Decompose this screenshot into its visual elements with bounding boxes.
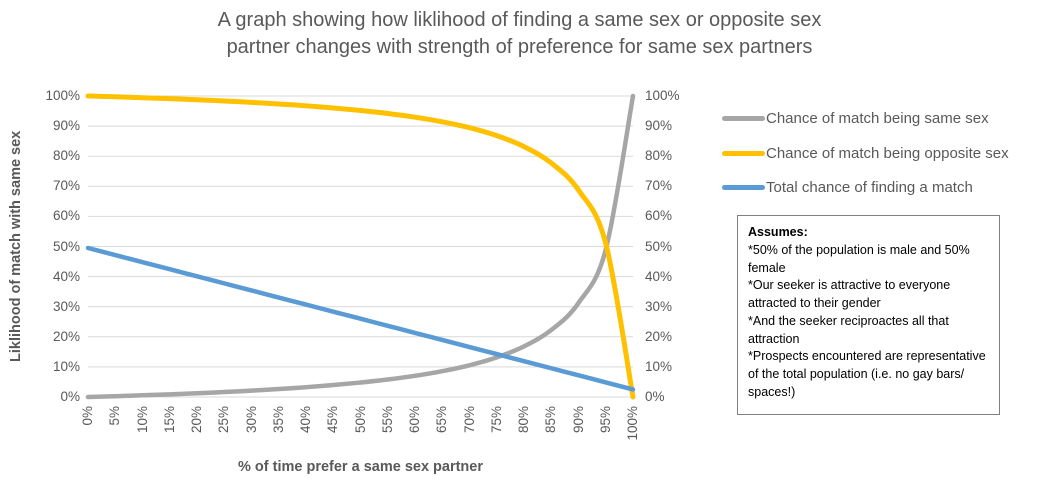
assumptions-box: Assumes: *50% of the population is male …: [737, 215, 1000, 415]
x-tick-label: 0%: [80, 406, 95, 426]
x-tick-label: 85%: [543, 406, 559, 434]
y-tick-label-left: 0%: [60, 389, 80, 404]
chart-title: A graph showing how liklihood of finding…: [0, 7, 1039, 61]
y-tick-label-left: 40%: [52, 268, 80, 284]
series-line-0: [85, 93, 636, 400]
x-tick-label: 70%: [461, 406, 477, 434]
assumption-item: *And the seeker reciproactes all that at…: [748, 313, 949, 346]
y-tick-label-right: 50%: [645, 238, 673, 254]
series-line-1: [85, 93, 636, 400]
x-tick-label: 55%: [379, 406, 395, 434]
legend-line-swatch: [722, 150, 765, 156]
y-tick-label-left: 30%: [52, 298, 80, 314]
y-tick-label-right: 30%: [645, 298, 673, 314]
x-tick-label: 15%: [161, 406, 177, 434]
legend-label: Chance of match being opposite sex: [766, 144, 1009, 162]
y-tick-label-right: 0%: [645, 389, 665, 404]
legend-item-1: Chance of match being opposite sex: [722, 143, 1009, 163]
legend-line-swatch: [722, 115, 765, 121]
y-tick-label-left: 20%: [52, 328, 80, 344]
x-tick-label: 100%: [625, 406, 640, 441]
y-tick-label-right: 100%: [645, 88, 680, 103]
assumption-item: *Prospects encountered are representativ…: [748, 349, 986, 399]
x-tick-label: 35%: [270, 406, 286, 434]
y-tick-label-left: 10%: [52, 358, 80, 374]
y-tick-label-left: 80%: [52, 148, 80, 164]
x-tick-label: 20%: [189, 406, 204, 434]
legend-item-0: Chance of match being same sex: [722, 108, 989, 128]
legend-item-2: Total chance of finding a match: [722, 177, 973, 197]
assumption-item: *Our seeker is attractive to everyone at…: [748, 278, 951, 310]
legend-label: Total chance of finding a match: [766, 178, 973, 196]
plot-area: [85, 93, 636, 400]
chart-title-line1: A graph showing how liklihood of finding…: [217, 9, 822, 31]
x-tick-label: 25%: [216, 406, 232, 434]
y-tick-label-right: 80%: [645, 148, 673, 164]
legend-line-swatch: [722, 184, 765, 190]
y-tick-label-left: 90%: [52, 118, 80, 134]
y-tick-label-right: 40%: [645, 268, 673, 284]
x-tick-label: 60%: [407, 406, 422, 434]
y-tick-label-left: 50%: [52, 238, 80, 254]
x-tick-label: 40%: [298, 406, 313, 434]
y-tick-label-right: 90%: [645, 118, 673, 134]
legend-label: Chance of match being same sex: [766, 109, 989, 127]
y-tick-label-left: 60%: [52, 208, 80, 224]
x-tick-label: 95%: [597, 406, 613, 434]
x-tick-label: 10%: [134, 406, 150, 434]
y-tick-label-left: 100%: [45, 88, 80, 103]
x-tick-label: 45%: [325, 406, 341, 434]
y-tick-label-right: 20%: [645, 328, 673, 344]
x-tick-label: 5%: [107, 406, 123, 426]
x-tick-label: 80%: [516, 406, 531, 434]
chart-title-line2: partner changes with strength of prefere…: [226, 36, 813, 58]
x-tick-label: 65%: [434, 406, 450, 434]
y-tick-label-left: 70%: [52, 178, 80, 194]
y-tick-label-right: 10%: [645, 358, 673, 374]
x-axis-title: % of time prefer a same sex partner: [238, 459, 483, 475]
assumptions-heading: Assumes:: [748, 225, 808, 239]
assumption-item: *50% of the population is male and 50% f…: [748, 242, 970, 275]
x-tick-label: 50%: [352, 406, 368, 434]
x-tick-label: 75%: [488, 406, 504, 434]
x-tick-label: 30%: [243, 406, 259, 434]
series-line-2: [85, 245, 636, 392]
y-tick-label-right: 70%: [645, 178, 673, 194]
y-tick-label-right: 60%: [645, 208, 673, 224]
x-tick-label: 90%: [570, 406, 586, 434]
